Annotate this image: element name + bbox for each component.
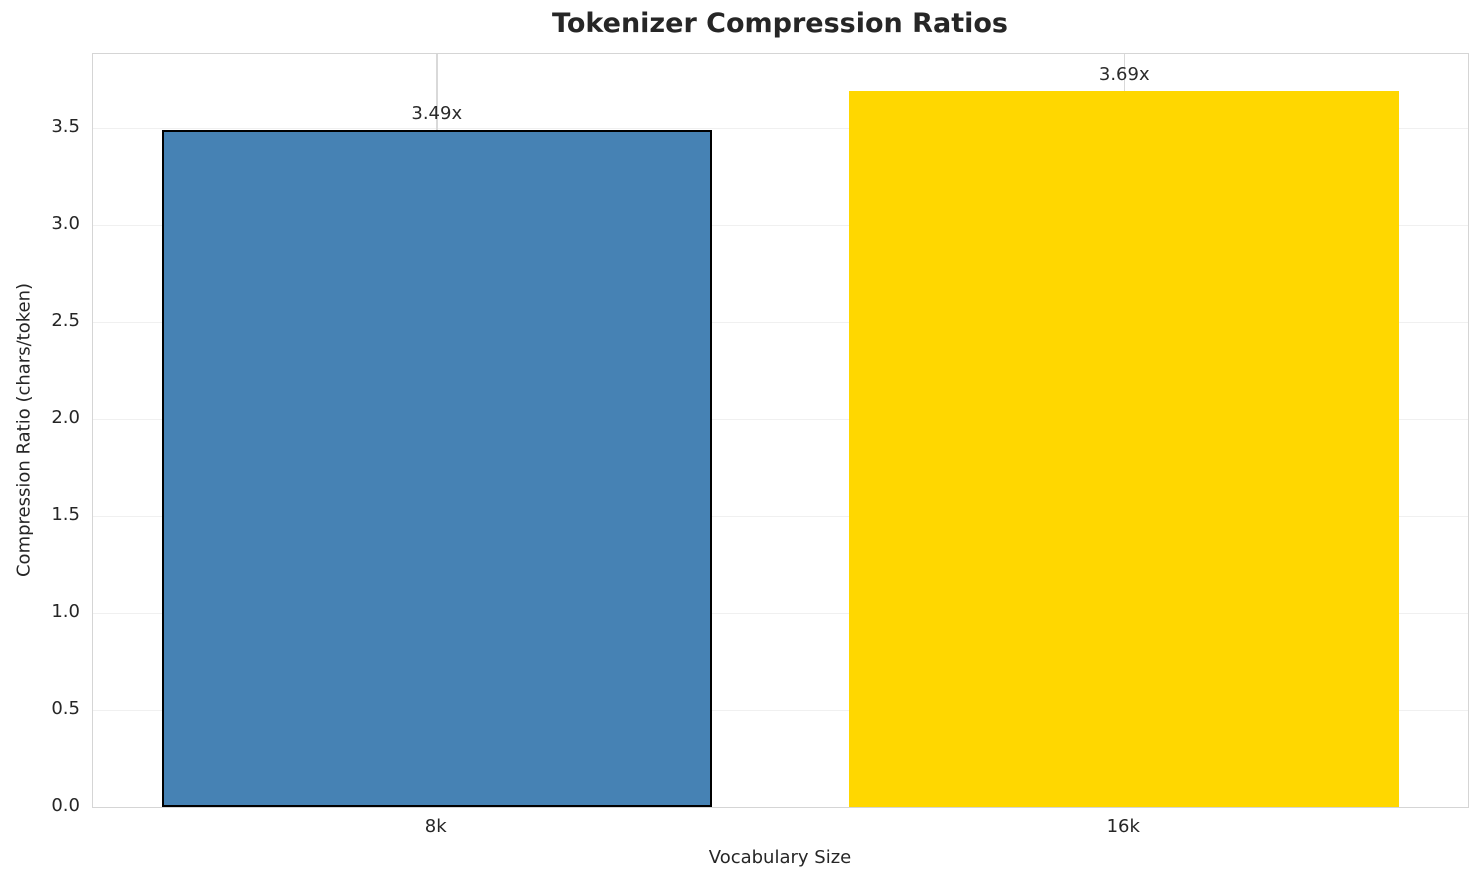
plot-area: 3.49x 3.69x: [92, 53, 1469, 808]
horizontal-gridline: [93, 224, 1468, 227]
y-tick-label: 0.5: [51, 697, 80, 719]
bar-value-label: 3.49x: [411, 102, 463, 124]
y-tick-label: 1.0: [51, 600, 80, 622]
bar-value-label: 3.69x: [1098, 63, 1150, 85]
y-tick-label: 1.5: [51, 503, 80, 525]
y-tick-label: 2.0: [51, 406, 80, 428]
horizontal-gridline: [93, 709, 1468, 712]
horizontal-gridline: [93, 321, 1468, 324]
x-tick-label-16k: 16k: [1106, 816, 1140, 837]
y-tick-label: 2.5: [51, 309, 80, 331]
bar-16k: [849, 90, 1400, 807]
y-tick-label: 3.0: [51, 212, 80, 234]
y-tick-label: 3.5: [51, 115, 80, 137]
horizontal-gridline: [93, 612, 1468, 615]
x-axis-label: Vocabulary Size: [708, 847, 852, 868]
chart-title: Tokenizer Compression Ratios: [552, 8, 1008, 39]
bar-8k: [161, 129, 712, 807]
horizontal-gridline: [93, 127, 1468, 130]
y-tick-label: 0.0: [51, 795, 80, 816]
horizontal-gridline: [93, 418, 1468, 421]
horizontal-gridline: [93, 515, 1468, 518]
x-tick-label-8k: 8k: [424, 816, 447, 837]
